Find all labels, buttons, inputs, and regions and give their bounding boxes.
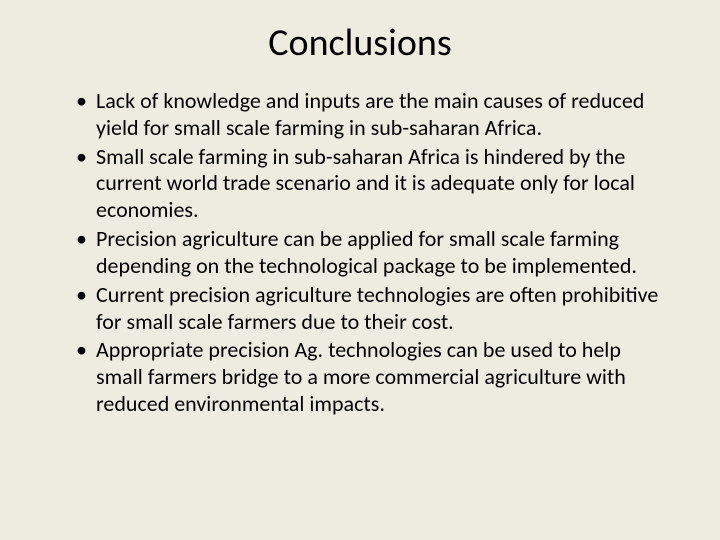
bullet-item: Current precision agriculture technologi… [76, 282, 670, 336]
bullet-item: Small scale farming in sub-saharan Afric… [76, 144, 670, 224]
slide-title: Conclusions [50, 20, 670, 66]
slide-container: Conclusions Lack of knowledge and inputs… [0, 0, 720, 540]
bullet-list: Lack of knowledge and inputs are the mai… [50, 88, 670, 418]
bullet-item: Lack of knowledge and inputs are the mai… [76, 88, 670, 142]
bullet-item: Precision agriculture can be applied for… [76, 226, 670, 280]
bullet-item: Appropriate precision Ag. technologies c… [76, 337, 670, 417]
